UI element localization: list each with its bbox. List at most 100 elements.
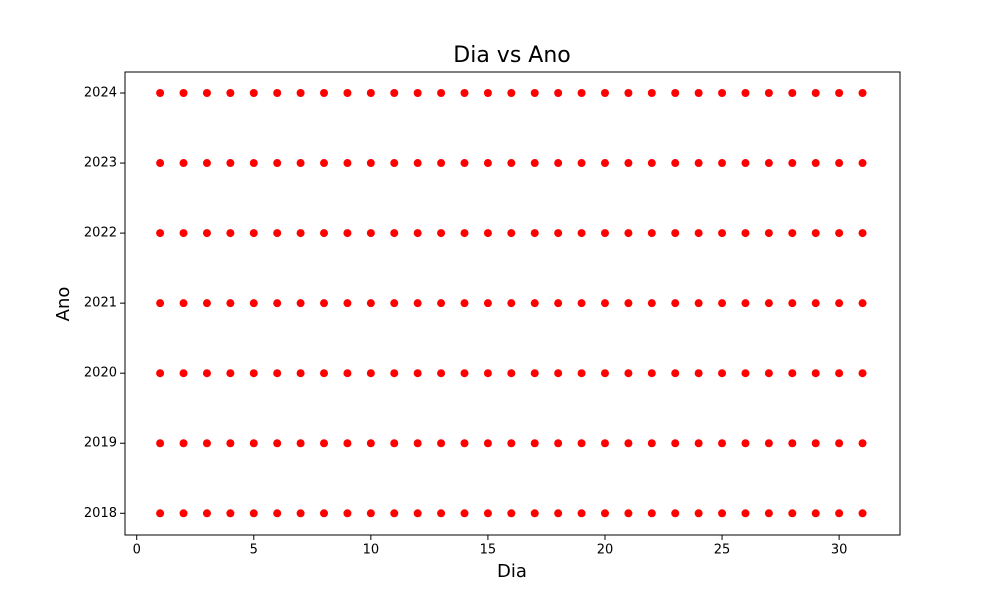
- point: [202, 299, 211, 308]
- point: [577, 369, 586, 378]
- point: [835, 299, 844, 308]
- point: [647, 89, 656, 98]
- point: [202, 89, 211, 98]
- point: [764, 159, 773, 168]
- point: [530, 369, 539, 378]
- point: [764, 89, 773, 98]
- y-tick-label: 2023: [84, 156, 117, 171]
- point: [460, 229, 469, 238]
- point: [483, 439, 492, 448]
- point: [507, 509, 516, 518]
- point: [507, 299, 516, 308]
- point: [366, 509, 375, 518]
- point: [413, 229, 422, 238]
- point: [788, 229, 797, 238]
- point: [343, 299, 352, 308]
- x-tick-label: 30: [831, 543, 848, 558]
- point: [600, 299, 609, 308]
- point: [366, 89, 375, 98]
- point: [600, 159, 609, 168]
- point: [858, 369, 867, 378]
- point: [156, 229, 165, 238]
- point: [460, 159, 469, 168]
- point: [530, 509, 539, 518]
- point: [273, 299, 282, 308]
- point: [343, 159, 352, 168]
- point: [249, 89, 258, 98]
- point: [226, 439, 235, 448]
- point: [273, 369, 282, 378]
- point: [554, 229, 563, 238]
- point: [437, 299, 446, 308]
- point: [764, 229, 773, 238]
- point: [226, 299, 235, 308]
- point: [343, 369, 352, 378]
- point: [273, 89, 282, 98]
- point: [249, 159, 258, 168]
- point: [156, 159, 165, 168]
- point: [156, 439, 165, 448]
- point: [741, 369, 750, 378]
- point: [718, 439, 727, 448]
- point: [343, 89, 352, 98]
- point: [483, 299, 492, 308]
- point: [671, 299, 680, 308]
- point: [366, 229, 375, 238]
- point: [437, 509, 446, 518]
- point: [694, 89, 703, 98]
- point: [296, 439, 305, 448]
- point: [858, 509, 867, 518]
- point: [554, 509, 563, 518]
- y-tick-label: 2018: [84, 506, 117, 521]
- point: [460, 509, 469, 518]
- point: [835, 89, 844, 98]
- point: [226, 159, 235, 168]
- point: [273, 439, 282, 448]
- point: [741, 439, 750, 448]
- point: [460, 299, 469, 308]
- point: [390, 299, 399, 308]
- point: [156, 369, 165, 378]
- point: [273, 159, 282, 168]
- y-tick-label: 2024: [84, 86, 117, 101]
- point: [507, 439, 516, 448]
- point: [530, 299, 539, 308]
- point: [156, 89, 165, 98]
- x-tick-label: 10: [363, 543, 380, 558]
- point: [554, 89, 563, 98]
- point: [741, 299, 750, 308]
- point: [202, 159, 211, 168]
- point: [320, 509, 329, 518]
- point: [600, 369, 609, 378]
- point: [226, 229, 235, 238]
- point: [179, 439, 188, 448]
- point: [671, 509, 680, 518]
- point: [811, 369, 820, 378]
- point: [530, 89, 539, 98]
- point: [554, 369, 563, 378]
- point: [179, 89, 188, 98]
- point: [624, 299, 633, 308]
- point: [296, 89, 305, 98]
- point: [413, 159, 422, 168]
- x-tick-label: 15: [480, 543, 497, 558]
- point: [835, 509, 844, 518]
- point: [460, 89, 469, 98]
- point: [390, 439, 399, 448]
- point: [671, 159, 680, 168]
- point: [390, 229, 399, 238]
- point: [694, 299, 703, 308]
- x-tick-label: 5: [250, 543, 258, 558]
- x-axis-label: Dia: [497, 561, 527, 582]
- point: [530, 439, 539, 448]
- point: [320, 159, 329, 168]
- point: [413, 89, 422, 98]
- point: [320, 439, 329, 448]
- point: [249, 509, 258, 518]
- point: [835, 229, 844, 238]
- point: [835, 369, 844, 378]
- point: [694, 509, 703, 518]
- point: [249, 299, 258, 308]
- point: [437, 439, 446, 448]
